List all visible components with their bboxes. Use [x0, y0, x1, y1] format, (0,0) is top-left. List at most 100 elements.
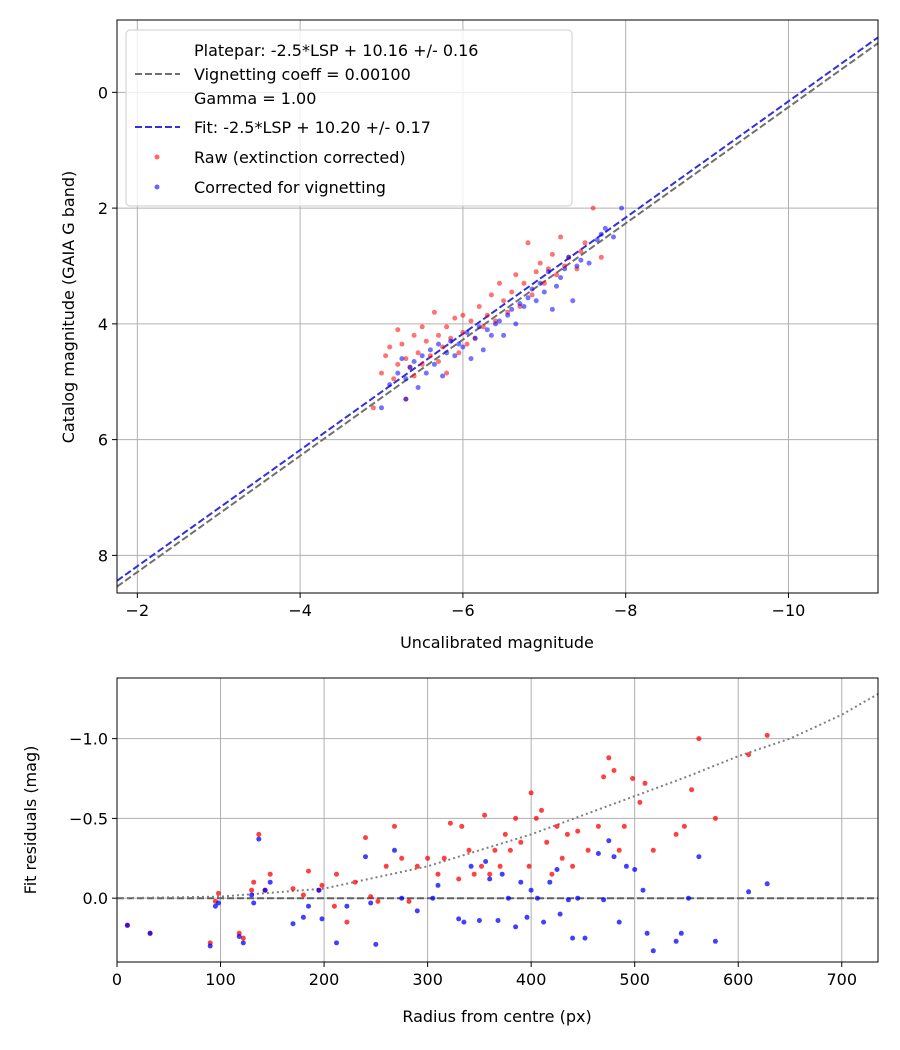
corrected-data-point — [619, 205, 625, 211]
raw-data-point — [582, 240, 588, 246]
legend-raw-label: Raw (extinction corrected) — [194, 148, 406, 167]
raw-data-point — [300, 892, 306, 898]
fit-line — [117, 36, 878, 582]
raw-data-point — [558, 234, 564, 240]
raw-data-point — [501, 298, 507, 304]
corrected-data-point — [578, 257, 584, 263]
corrected-data-point — [436, 341, 441, 347]
y-tick-label: −1.0 — [69, 730, 108, 749]
raw-data-point — [578, 249, 584, 254]
corrected-data-point — [595, 851, 601, 856]
corrected-data-point — [435, 882, 441, 888]
raw-data-point — [712, 815, 718, 821]
raw-data-point — [611, 768, 617, 773]
bottom-reference-lines — [117, 693, 878, 900]
raw-data-point — [395, 361, 401, 367]
corrected-data-point — [696, 854, 702, 860]
corrected-data-point — [240, 940, 246, 946]
corrected-data-point — [505, 895, 511, 901]
raw-data-point — [363, 835, 368, 841]
corrected-data-point — [501, 332, 507, 338]
raw-data-point — [267, 871, 273, 877]
legend[interactable]: Platepar: -2.5*LSP + 10.16 +/- 0.16 Vign… — [125, 29, 573, 207]
corrected-data-point — [461, 919, 467, 925]
raw-data-point — [479, 863, 484, 869]
corrected-data-point — [712, 938, 718, 944]
corrected-data-point — [518, 879, 524, 885]
corrected-data-point — [368, 900, 374, 906]
corrected-data-point — [430, 895, 436, 901]
raw-data-point — [544, 839, 550, 845]
raw-data-point — [554, 272, 559, 278]
corrected-data-point — [558, 275, 564, 281]
corrected-data-point — [236, 934, 242, 939]
corrected-data-point — [594, 237, 600, 243]
raw-data-point — [559, 855, 565, 861]
raw-data-point — [492, 847, 498, 853]
corrected-data-point — [525, 295, 531, 301]
x-tick-label: −2 — [126, 601, 150, 620]
corrected-data-point — [319, 916, 325, 922]
corrected-data-point — [616, 919, 622, 925]
corrected-data-point — [509, 306, 515, 312]
raw-data-point — [564, 831, 570, 837]
raw-data-point — [570, 863, 576, 869]
raw-data-point — [601, 774, 607, 780]
raw-data-point — [403, 356, 409, 362]
legend-corrected-swatch — [154, 184, 160, 190]
corrected-data-point — [387, 382, 393, 388]
raw-data-point — [476, 304, 482, 309]
raw-data-point — [696, 736, 702, 742]
x-tick-label: 500 — [619, 970, 650, 989]
corrected-data-point — [472, 335, 478, 341]
raw-data-point — [595, 823, 601, 829]
corrected-data-point — [562, 266, 568, 272]
corrected-data-point — [557, 911, 563, 917]
bottom-y-axis-label: Fit residuals (mag) — [21, 746, 40, 895]
raw-data-point — [441, 855, 447, 861]
y-tick-label: 4 — [98, 315, 108, 334]
corrected-data-point — [632, 867, 638, 872]
corrected-data-point — [427, 347, 433, 353]
corrected-data-point — [570, 298, 576, 304]
corrected-data-point — [606, 838, 612, 844]
x-tick-label: 400 — [516, 970, 547, 989]
corrected-data-point — [456, 916, 462, 922]
x-tick-label: −6 — [451, 601, 475, 620]
raw-data-point — [673, 831, 679, 837]
legend-fit-label: Fit: -2.5*LSP + 10.20 +/- 0.17 — [194, 118, 431, 137]
corrected-data-point — [673, 938, 679, 944]
raw-data-point — [368, 894, 374, 900]
corrected-data-point — [565, 897, 571, 903]
corrected-data-point — [373, 941, 379, 947]
corrected-data-point — [545, 269, 551, 275]
raw-data-point — [497, 863, 503, 869]
raw-data-point — [452, 315, 458, 321]
raw-data-point — [423, 338, 429, 344]
raw-data-point — [471, 871, 477, 877]
raw-data-point — [507, 847, 513, 853]
raw-data-point — [370, 405, 376, 411]
raw-data-point — [459, 823, 465, 829]
raw-data-point — [549, 251, 555, 257]
legend-box — [125, 29, 573, 207]
raw-data-point — [630, 776, 636, 781]
corrected-data-point — [468, 356, 474, 362]
corrected-data-point — [464, 330, 470, 335]
corrected-data-point — [686, 895, 691, 901]
corrected-data-point — [528, 887, 534, 893]
corrected-data-point — [746, 889, 752, 895]
x-tick-label: −8 — [614, 601, 638, 620]
corrected-data-point — [505, 312, 511, 318]
corrected-data-point — [256, 836, 262, 842]
raw-data-point — [387, 344, 393, 350]
top-y-axis-label: Catalog magnitude (GAIA G band) — [59, 171, 78, 443]
corrected-data-point — [344, 903, 350, 909]
legend-platepar-line2: Vignetting coeff = 0.00100 — [194, 65, 411, 84]
raw-data-point — [642, 780, 648, 786]
corrected-data-point — [554, 867, 560, 872]
bottom-panel: 0 100 200 300 400 500 600 700 0.0 −0.5 −1.0 Radiu… — [21, 677, 879, 1026]
corrected-data-point — [480, 347, 486, 353]
top-x-ticks: −2 −4 −6 −8 −10 — [126, 593, 805, 620]
raw-data-point — [319, 882, 325, 888]
